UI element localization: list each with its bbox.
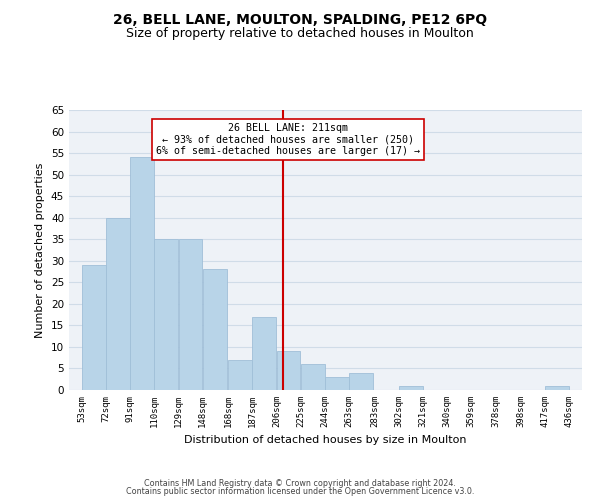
Y-axis label: Number of detached properties: Number of detached properties <box>35 162 46 338</box>
Text: Size of property relative to detached houses in Moulton: Size of property relative to detached ho… <box>126 28 474 40</box>
Text: Contains public sector information licensed under the Open Government Licence v3: Contains public sector information licen… <box>126 487 474 496</box>
Text: 26, BELL LANE, MOULTON, SPALDING, PE12 6PQ: 26, BELL LANE, MOULTON, SPALDING, PE12 6… <box>113 12 487 26</box>
Bar <box>399 386 422 390</box>
Bar <box>106 218 130 390</box>
Bar <box>349 373 373 390</box>
Bar <box>253 317 277 390</box>
Bar <box>277 351 301 390</box>
Bar <box>82 265 106 390</box>
Bar <box>154 239 178 390</box>
Bar <box>301 364 325 390</box>
Bar <box>203 270 227 390</box>
Text: Contains HM Land Registry data © Crown copyright and database right 2024.: Contains HM Land Registry data © Crown c… <box>144 478 456 488</box>
Text: 26 BELL LANE: 211sqm
← 93% of detached houses are smaller (250)
6% of semi-detac: 26 BELL LANE: 211sqm ← 93% of detached h… <box>156 123 420 156</box>
Bar <box>130 158 154 390</box>
Bar <box>545 386 569 390</box>
Bar <box>179 239 202 390</box>
Bar <box>325 377 349 390</box>
X-axis label: Distribution of detached houses by size in Moulton: Distribution of detached houses by size … <box>184 436 467 446</box>
Bar <box>229 360 252 390</box>
